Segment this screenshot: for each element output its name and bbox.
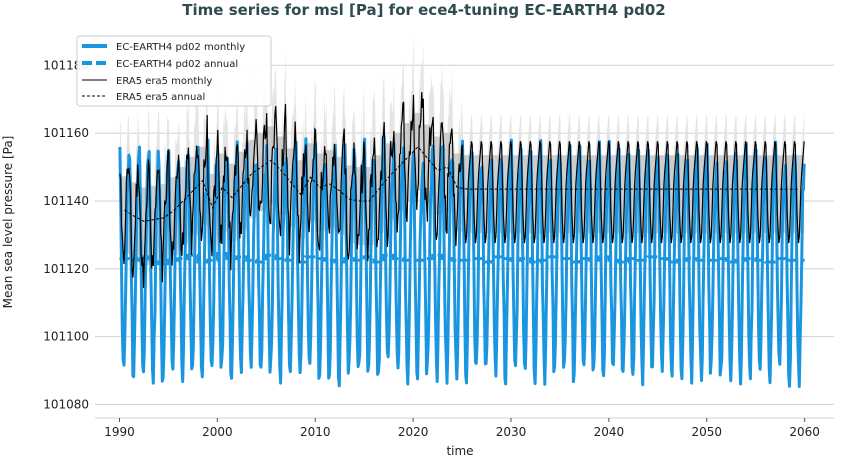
legend-label-ec-monthly: EC-EARTH4 pd02 monthly [116,42,245,53]
x-tick-label: 2020 [398,425,429,439]
x-tick-label: 2060 [789,425,820,439]
y-tick-label: 101080 [43,397,89,411]
legend-label-era5-monthly: ERA5 era5 monthly [116,76,212,87]
ec-earth4-annual-line [119,252,805,266]
legend-label-ec-annual: EC-EARTH4 pd02 annual [116,59,238,70]
x-tick-label: 1990 [104,425,135,439]
y-tick-label: 101120 [43,262,89,276]
legend-box [76,35,272,107]
x-tick-label: 2050 [691,425,722,439]
ec-earth4-monthly-line [118,134,806,388]
legend: EC-EARTH4 pd02 monthly EC-EARTH4 pd02 an… [76,35,272,107]
x-tick-label: 2010 [300,425,331,439]
axes: 1010801011001011201011401011601011801990… [43,58,834,439]
x-tick-label: 2000 [202,425,233,439]
y-tick-label: 101160 [43,126,89,140]
y-tick-label: 101140 [43,194,89,208]
x-tick-label: 2030 [496,425,527,439]
series-lines [118,92,806,388]
y-axis-label: Mean sea level pressure [Pa] [1,136,15,309]
era5-annual-line [124,145,800,222]
legend-label-era5-annual: ERA5 era5 annual [116,92,205,103]
era5-monthly-line [119,92,805,288]
x-axis-label: time [446,444,473,457]
x-tick-label: 2040 [594,425,625,439]
y-tick-label: 101100 [43,330,89,344]
chart-title: Time series for msl [Pa] for ece4-tuning… [182,1,665,19]
